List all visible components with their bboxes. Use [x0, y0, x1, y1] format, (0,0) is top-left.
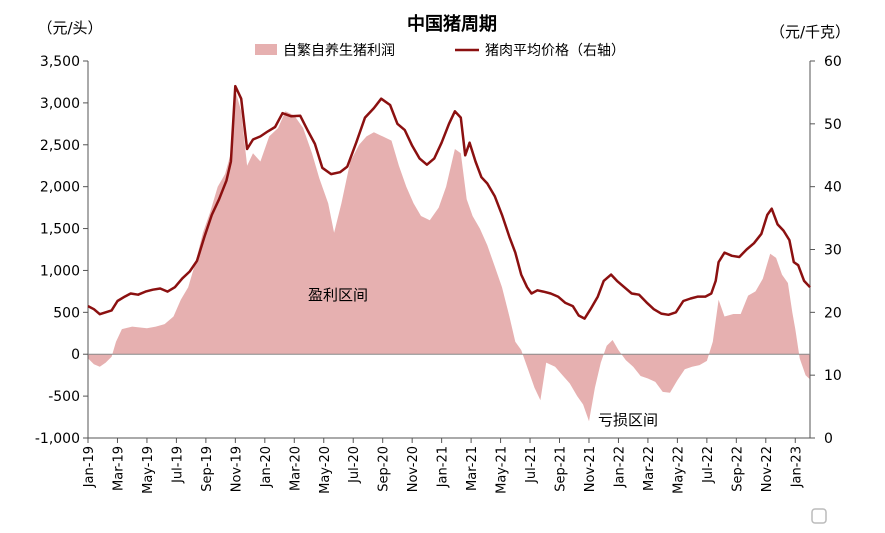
legend-area-label: 自繁自养生猪利润 [283, 43, 395, 59]
y-left-unit: （元/头） [37, 19, 102, 37]
x-tick-label: May-21 [495, 446, 510, 494]
watermark [811, 508, 827, 524]
x-tick-label: Mar-20 [288, 446, 303, 491]
y-right-tick-label: 50 [824, 117, 842, 133]
x-tick-label: Jan-22 [612, 446, 627, 488]
y-left-tick-label: 1,500 [40, 222, 80, 238]
y-left-tick-label: 1,000 [40, 263, 80, 279]
x-tick-label: Nov-22 [760, 446, 775, 492]
price-line-layer [87, 84, 811, 320]
x-tick-label: Mar-22 [642, 446, 657, 491]
x-tick-label: Jan-23 [789, 446, 804, 488]
x-tick-label: May-20 [318, 446, 333, 494]
x-tick-label: Sep-22 [730, 446, 745, 492]
x-tick-label: Mar-19 [111, 446, 126, 491]
x-tick-label: Jul-21 [524, 446, 539, 484]
x-tick-label: Mar-21 [465, 446, 480, 491]
y-right-tick-label: 0 [824, 431, 833, 447]
annotation-profit-zone: 盈利区间 [308, 286, 368, 304]
x-tick-label: Nov-19 [229, 446, 244, 492]
x-tick-label: Jan-20 [259, 446, 274, 488]
y-right-tick-label: 20 [824, 305, 842, 321]
x-tick-label: Jan-19 [82, 446, 97, 488]
profit-area-layer [88, 90, 810, 422]
x-tick-label: Sep-20 [377, 446, 392, 492]
x-tick-label: Nov-20 [406, 446, 421, 492]
x-tick-label: May-22 [671, 446, 686, 494]
y-left-tick-label: 3,500 [40, 54, 80, 70]
axis-layer: 3,5003,0002,5002,0001,5001,0005000-500-1… [35, 54, 842, 494]
y-left-tick-label: 3,000 [40, 96, 80, 112]
x-tick-label: Jan-21 [436, 446, 451, 488]
y-right-tick-label: 40 [824, 180, 842, 196]
legend-line-label: 猪肉平均价格（右轴） [485, 43, 625, 59]
watermark-icon [811, 508, 827, 524]
x-tick-label: Sep-21 [554, 446, 569, 492]
legend-area-swatch [255, 44, 277, 55]
y-right-unit: （元/千克） [770, 23, 850, 41]
y-left-tick-label: 2,500 [40, 138, 80, 154]
y-left-tick-label: 0 [71, 347, 80, 363]
x-tick-label: Nov-21 [583, 446, 598, 492]
annotation-loss-zone: 亏损区间 [598, 411, 658, 429]
y-left-tick-label: -1,000 [35, 431, 80, 447]
profit-area [88, 90, 810, 422]
x-tick-label: Jul-22 [701, 446, 716, 484]
price-line [87, 84, 811, 320]
chart-title: 中国猪周期 [407, 13, 497, 35]
y-left-tick-label: 2,000 [40, 180, 80, 196]
y-left-tick-label: -500 [48, 389, 80, 405]
y-right-tick-label: 10 [824, 368, 842, 384]
y-right-tick-label: 60 [824, 54, 842, 70]
y-left-tick-label: 500 [53, 305, 80, 321]
x-tick-label: Jul-19 [170, 446, 185, 484]
y-right-tick-label: 30 [824, 243, 842, 259]
x-tick-label: Sep-19 [200, 446, 215, 492]
x-tick-label: May-19 [141, 446, 156, 494]
x-tick-label: Jul-20 [347, 446, 362, 484]
